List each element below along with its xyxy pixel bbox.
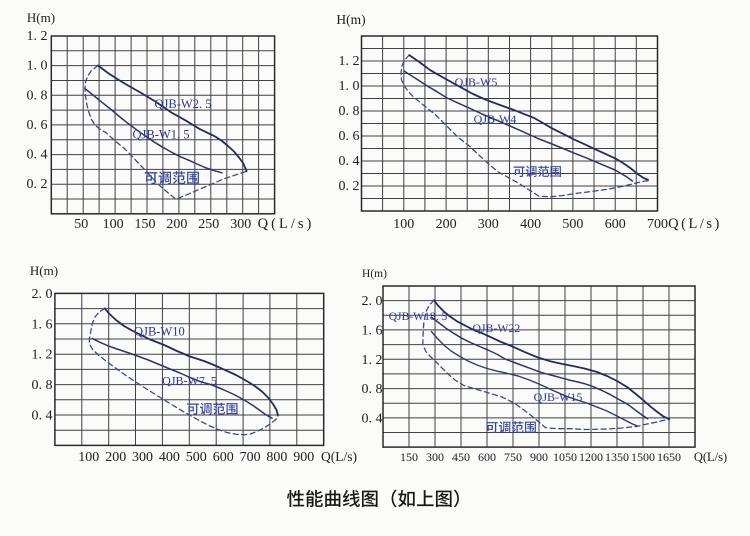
svg-text:0. 8: 0. 8 [339, 104, 360, 119]
svg-text:400: 400 [159, 450, 180, 465]
svg-text:200: 200 [436, 217, 457, 232]
svg-text:QJB-W7. 5: QJB-W7. 5 [162, 374, 217, 388]
svg-text:0. 4: 0. 4 [362, 411, 383, 426]
svg-text:QJB-W18. 5: QJB-W18. 5 [389, 310, 448, 323]
svg-text:QJB-W10: QJB-W10 [134, 325, 185, 339]
svg-text:500: 500 [562, 217, 583, 232]
svg-text:1350: 1350 [605, 450, 629, 464]
svg-text:300: 300 [230, 217, 251, 232]
svg-text:400: 400 [520, 217, 541, 232]
svg-text:150: 150 [135, 217, 156, 232]
svg-text:H(m): H(m) [27, 10, 55, 25]
svg-text:QJB-W2. 5: QJB-W2. 5 [155, 97, 212, 111]
svg-text:1. 6: 1. 6 [362, 323, 383, 338]
svg-text:100: 100 [103, 217, 124, 232]
svg-text:500: 500 [186, 450, 207, 465]
svg-text:1200: 1200 [579, 450, 603, 464]
svg-text:600: 600 [605, 217, 626, 232]
svg-text:Q(L/s): Q(L/s) [694, 450, 727, 464]
svg-text:QJB-W1. 5: QJB-W1. 5 [133, 128, 190, 142]
svg-text:700: 700 [647, 217, 668, 232]
svg-text:800: 800 [266, 450, 287, 465]
svg-text:H(m): H(m) [336, 12, 365, 27]
svg-text:2. 0: 2. 0 [362, 294, 383, 309]
svg-text:0. 2: 0. 2 [27, 177, 48, 192]
svg-text:1. 2: 1. 2 [362, 353, 383, 368]
svg-text:450: 450 [452, 450, 470, 464]
svg-text:750: 750 [504, 450, 522, 464]
svg-text:1. 2: 1. 2 [339, 54, 360, 69]
svg-text:0. 2: 0. 2 [339, 179, 360, 194]
svg-text:1500: 1500 [631, 450, 655, 464]
svg-text:900: 900 [293, 450, 314, 465]
svg-text:0. 4: 0. 4 [339, 154, 360, 169]
svg-text:150: 150 [400, 450, 418, 464]
svg-text:1650: 1650 [657, 450, 681, 464]
svg-text:600: 600 [478, 450, 496, 464]
svg-text:0. 4: 0. 4 [27, 148, 48, 163]
svg-text:100: 100 [78, 450, 99, 465]
svg-text:H(m): H(m) [362, 268, 387, 280]
svg-text:1. 6: 1. 6 [32, 317, 53, 332]
svg-text:Q(L/s): Q(L/s) [668, 216, 722, 232]
svg-text:0. 8: 0. 8 [32, 378, 53, 393]
svg-text:300: 300 [478, 217, 499, 232]
svg-text:0. 4: 0. 4 [32, 409, 53, 424]
svg-text:300: 300 [426, 450, 444, 464]
svg-text:600: 600 [213, 450, 234, 465]
svg-text:1. 0: 1. 0 [27, 59, 48, 74]
svg-text:0. 6: 0. 6 [339, 129, 360, 144]
svg-text:2. 0: 2. 0 [32, 287, 53, 302]
svg-text:Q(L/s): Q(L/s) [258, 216, 315, 232]
svg-text:QJB-W4: QJB-W4 [474, 112, 517, 126]
svg-text:300: 300 [132, 450, 153, 465]
svg-text:200: 200 [166, 217, 187, 232]
svg-text:1. 0: 1. 0 [339, 79, 360, 94]
svg-text:0. 8: 0. 8 [27, 88, 48, 103]
svg-text:H(m): H(m) [30, 263, 58, 278]
svg-text:50: 50 [74, 217, 88, 232]
svg-text:0. 6: 0. 6 [27, 118, 48, 133]
svg-text:1. 2: 1. 2 [27, 29, 48, 44]
svg-text:QJB-W15: QJB-W15 [534, 390, 583, 404]
svg-text:900: 900 [530, 450, 548, 464]
svg-text:QJB-W5: QJB-W5 [455, 75, 498, 89]
svg-text:QJB-W22: QJB-W22 [472, 321, 520, 335]
svg-text:100: 100 [393, 217, 414, 232]
svg-text:0. 8: 0. 8 [362, 382, 383, 397]
svg-text:1. 2: 1. 2 [32, 348, 53, 363]
svg-text:Q(L/s): Q(L/s) [321, 449, 357, 464]
svg-text:200: 200 [105, 450, 126, 465]
svg-text:700: 700 [240, 450, 261, 465]
svg-text:250: 250 [198, 217, 219, 232]
svg-text:1050: 1050 [553, 450, 577, 464]
